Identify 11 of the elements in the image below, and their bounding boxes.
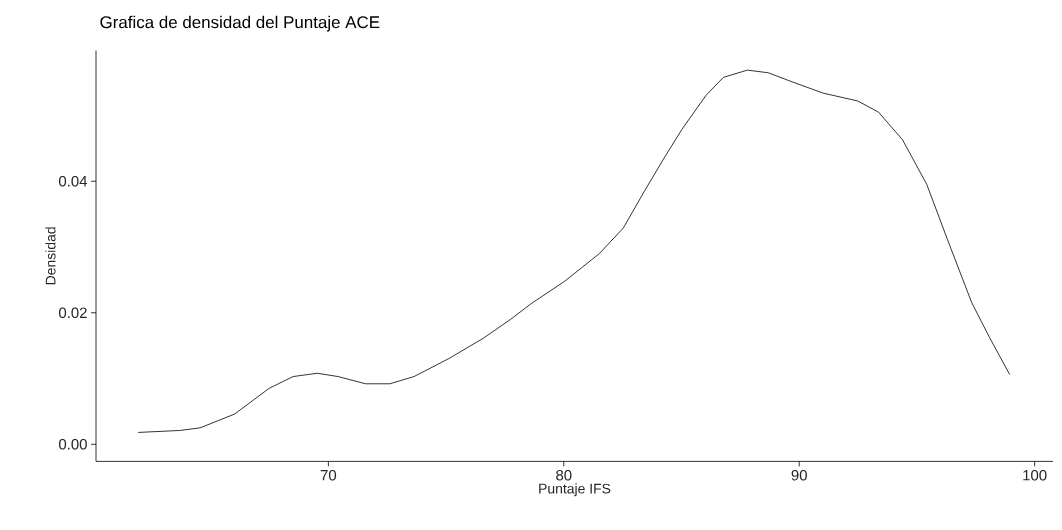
y-tick-label: 0.02 — [58, 307, 87, 319]
x-tick-label: 100 — [1023, 469, 1047, 481]
x-axis-title: Puntaje IFS — [539, 483, 611, 497]
y-tick-label: 0.00 — [58, 438, 87, 450]
x-tick-label: 90 — [791, 469, 807, 481]
y-axis-title: Densidad — [45, 227, 56, 285]
y-tick-label: 0.04 — [58, 175, 88, 187]
x-tick-label: 70 — [320, 469, 337, 481]
chart-title: Grafica de densidad del Puntaje ACE — [100, 15, 380, 32]
x-tick-label: 80 — [556, 469, 572, 481]
line-series — [137, 69, 1011, 433]
